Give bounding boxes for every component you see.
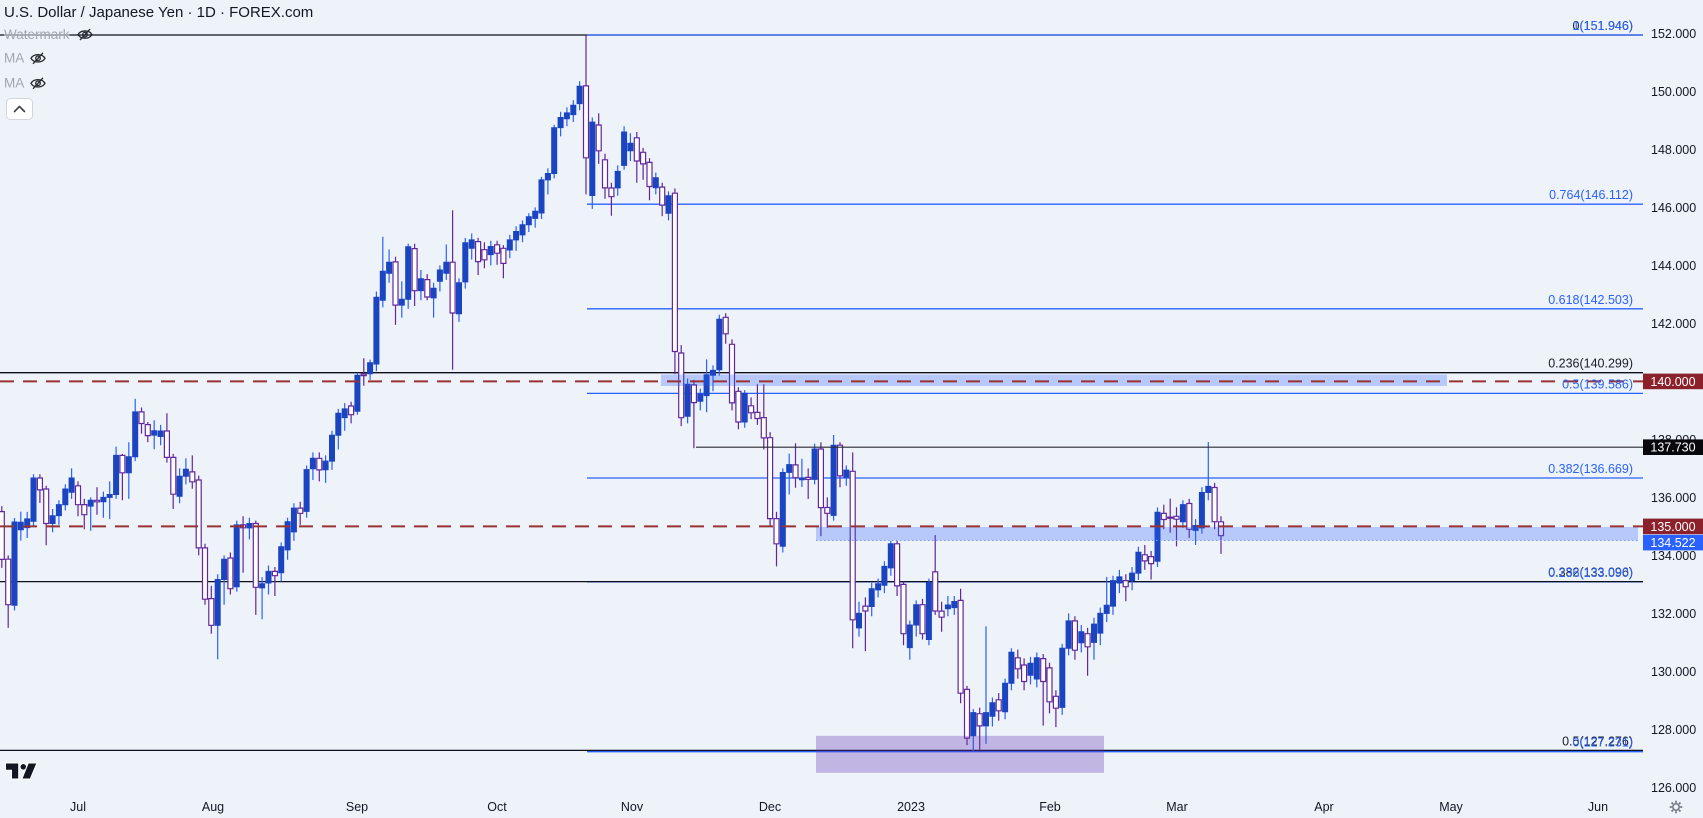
svg-text:MA: MA (4, 51, 24, 66)
svg-text:137.730: 137.730 (1650, 441, 1695, 455)
svg-text:140.000: 140.000 (1650, 375, 1695, 389)
svg-text:0.5(127.276): 0.5(127.276) (1562, 734, 1633, 748)
svg-text:Nov: Nov (621, 800, 644, 814)
svg-text:152.000: 152.000 (1651, 27, 1696, 41)
svg-text:136.000: 136.000 (1651, 491, 1696, 505)
svg-text:Oct: Oct (487, 800, 507, 814)
svg-text:144.000: 144.000 (1651, 259, 1696, 273)
svg-text:1(151.946): 1(151.946) (1573, 19, 1633, 33)
svg-text:126.000: 126.000 (1651, 781, 1696, 795)
svg-text:MA: MA (4, 76, 24, 91)
svg-text:Jul: Jul (70, 800, 86, 814)
svg-text:Aug: Aug (202, 800, 224, 814)
svg-text:132.000: 132.000 (1651, 607, 1696, 621)
svg-text:130.000: 130.000 (1651, 665, 1696, 679)
svg-text:0.382(136.669): 0.382(136.669) (1548, 462, 1633, 476)
svg-text:Apr: Apr (1314, 800, 1333, 814)
svg-text:Jun: Jun (1588, 800, 1608, 814)
svg-text:0.764(146.112): 0.764(146.112) (1549, 188, 1633, 202)
svg-text:Mar: Mar (1166, 800, 1188, 814)
svg-text:0.382(133.096): 0.382(133.096) (1548, 566, 1633, 580)
svg-text:134.522: 134.522 (1650, 536, 1695, 550)
svg-text:150.000: 150.000 (1651, 85, 1696, 99)
svg-text:0.618(142.503): 0.618(142.503) (1548, 293, 1633, 307)
svg-text:146.000: 146.000 (1651, 201, 1696, 215)
svg-text:135.000: 135.000 (1650, 520, 1695, 534)
svg-text:128.000: 128.000 (1651, 723, 1696, 737)
svg-text:0.236(133.090): 0.236(133.090) (1548, 566, 1633, 580)
svg-text:2023: 2023 (897, 800, 925, 814)
svg-text:0.5(139.586): 0.5(139.586) (1562, 377, 1633, 391)
svg-text:0(127.231): 0(127.231) (1573, 736, 1633, 750)
svg-text:148.000: 148.000 (1651, 143, 1696, 157)
svg-text:0(151.946): 0(151.946) (1573, 19, 1633, 33)
svg-text:134.000: 134.000 (1651, 549, 1696, 563)
svg-text:Feb: Feb (1039, 800, 1061, 814)
svg-text:Dec: Dec (759, 800, 781, 814)
svg-text:U.S. Dollar / Japanese Yen · 1: U.S. Dollar / Japanese Yen · 1D · FOREX.… (4, 4, 313, 21)
svg-text:May: May (1439, 800, 1463, 814)
svg-text:Sep: Sep (346, 800, 368, 814)
svg-text:0.236(140.299): 0.236(140.299) (1548, 357, 1633, 371)
svg-text:Watermark: Watermark (4, 27, 70, 42)
svg-text:142.000: 142.000 (1651, 317, 1696, 331)
